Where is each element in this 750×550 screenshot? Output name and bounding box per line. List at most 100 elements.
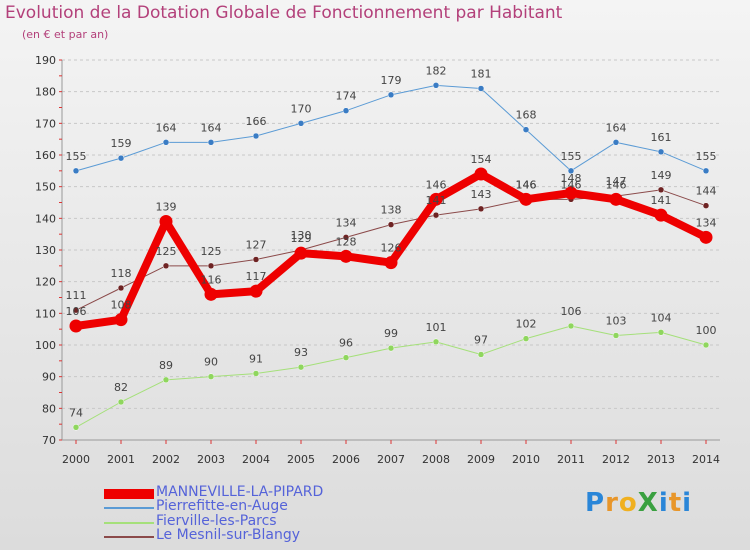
data-point-le-mesnil-sur-blangy <box>252 256 260 263</box>
data-point-fierville-les-parcs <box>72 424 80 431</box>
y-tick-label: 150 <box>35 181 56 194</box>
data-label-fierville-les-parcs: 103 <box>606 315 627 328</box>
data-label-fierville-les-parcs: 82 <box>114 381 128 394</box>
data-point-fierville-les-parcs <box>432 338 440 346</box>
data-point-le-mesnil-sur-blangy <box>477 205 485 213</box>
y-tick-label: 130 <box>35 244 56 257</box>
data-point-manneville-la-pipard <box>699 230 713 244</box>
y-tick-label: 100 <box>35 339 56 352</box>
data-label-manneville-la-pipard: 128 <box>336 235 357 248</box>
y-tick-label: 70 <box>42 434 56 447</box>
data-point-pierrefitte-en-auge <box>72 167 80 175</box>
data-point-le-mesnil-sur-blangy <box>702 202 710 209</box>
data-point-pierrefitte-en-auge <box>477 85 485 92</box>
x-tick-label: 2009 <box>467 453 495 466</box>
data-label-fierville-les-parcs: 102 <box>516 318 537 331</box>
data-label-le-mesnil-sur-blangy: 127 <box>246 239 267 252</box>
data-label-manneville-la-pipard: 126 <box>381 242 402 255</box>
data-point-pierrefitte-en-auge <box>432 82 440 89</box>
data-label-fierville-les-parcs: 91 <box>249 353 263 366</box>
data-label-fierville-les-parcs: 90 <box>204 356 218 369</box>
data-label-manneville-la-pipard: 141 <box>651 194 672 207</box>
data-label-le-mesnil-sur-blangy: 138 <box>381 204 402 217</box>
data-point-fierville-les-parcs <box>567 322 575 330</box>
y-tick-label: 190 <box>35 54 56 67</box>
data-label-fierville-les-parcs: 104 <box>651 311 672 324</box>
data-label-fierville-les-parcs: 74 <box>69 406 83 419</box>
x-tick-label: 2013 <box>647 453 675 466</box>
data-label-pierrefitte-en-auge: 155 <box>561 150 582 163</box>
data-point-fierville-les-parcs <box>522 335 530 342</box>
logo-letter: i <box>682 488 693 518</box>
data-point-pierrefitte-en-auge <box>612 139 620 146</box>
logo-letter: P <box>585 488 606 518</box>
data-label-manneville-la-pipard: 146 <box>426 178 447 191</box>
data-label-fierville-les-parcs: 106 <box>561 305 582 318</box>
data-label-pierrefitte-en-auge: 161 <box>651 131 672 144</box>
data-label-le-mesnil-sur-blangy: 130 <box>291 229 312 242</box>
proxiti-logo: ProXiti <box>585 488 692 518</box>
data-point-pierrefitte-en-auge <box>162 139 170 146</box>
data-point-fierville-les-parcs <box>387 344 395 352</box>
data-label-manneville-la-pipard: 134 <box>696 216 717 229</box>
data-point-fierville-les-parcs <box>657 329 665 336</box>
data-label-pierrefitte-en-auge: 170 <box>291 102 312 115</box>
data-label-fierville-les-parcs: 97 <box>474 334 488 347</box>
data-point-fierville-les-parcs <box>162 376 170 384</box>
data-label-manneville-la-pipard: 139 <box>156 201 177 214</box>
y-tick-label: 120 <box>35 276 56 289</box>
x-tick-label: 2008 <box>422 453 450 466</box>
data-point-manneville-la-pipard <box>654 208 668 222</box>
x-tick-label: 2005 <box>287 453 315 466</box>
data-label-manneville-la-pipard: 129 <box>291 232 312 245</box>
y-tick-label: 140 <box>35 212 56 225</box>
data-point-pierrefitte-en-auge <box>342 107 350 114</box>
data-label-le-mesnil-sur-blangy: 143 <box>471 188 492 201</box>
data-point-manneville-la-pipard <box>429 192 443 206</box>
data-label-le-mesnil-sur-blangy: 141 <box>426 194 447 207</box>
data-point-le-mesnil-sur-blangy <box>432 211 440 219</box>
data-label-le-mesnil-sur-blangy: 144 <box>696 185 717 198</box>
data-label-le-mesnil-sur-blangy: 146 <box>561 178 582 191</box>
y-tick-label: 110 <box>35 307 56 320</box>
data-point-manneville-la-pipard <box>159 215 173 228</box>
x-tick-label: 2010 <box>512 453 540 466</box>
data-point-fierville-les-parcs <box>477 351 485 358</box>
data-label-pierrefitte-en-auge: 159 <box>111 137 132 150</box>
data-point-pierrefitte-en-auge <box>207 139 215 146</box>
data-point-pierrefitte-en-auge <box>117 154 125 162</box>
data-label-le-mesnil-sur-blangy: 111 <box>66 289 87 302</box>
data-point-pierrefitte-en-auge <box>522 126 530 133</box>
data-label-fierville-les-parcs: 99 <box>384 327 398 340</box>
y-tick-label: 90 <box>42 371 56 384</box>
data-point-pierrefitte-en-auge <box>252 132 260 140</box>
data-point-manneville-la-pipard <box>69 319 83 333</box>
legend-swatch <box>104 522 154 524</box>
data-point-manneville-la-pipard <box>519 192 533 206</box>
x-tick-label: 2012 <box>602 453 630 466</box>
data-point-fierville-les-parcs <box>702 341 710 349</box>
legend-label: Pierrefitte-en-Auge <box>156 498 288 514</box>
data-point-pierrefitte-en-auge <box>567 167 575 175</box>
data-point-pierrefitte-en-auge <box>387 91 395 99</box>
logo-letter: X <box>637 488 659 518</box>
logo-letter: t <box>668 488 683 518</box>
x-tick-label: 2006 <box>332 453 360 466</box>
data-label-pierrefitte-en-auge: 164 <box>201 121 222 134</box>
data-label-manneville-la-pipard: 106 <box>66 305 87 318</box>
data-label-le-mesnil-sur-blangy: 134 <box>336 216 357 229</box>
x-tick-label: 2007 <box>377 453 405 466</box>
data-point-fierville-les-parcs <box>297 363 305 371</box>
data-label-pierrefitte-en-auge: 164 <box>606 121 627 134</box>
legend-swatch <box>104 489 154 499</box>
data-label-fierville-les-parcs: 89 <box>159 359 173 372</box>
data-label-le-mesnil-sur-blangy: 147 <box>606 175 627 188</box>
legend-swatch <box>104 536 154 538</box>
data-point-manneville-la-pipard <box>339 249 353 263</box>
legend-label: Le Mesnil-sur-Blangy <box>156 527 301 543</box>
data-point-le-mesnil-sur-blangy <box>117 284 125 292</box>
data-label-pierrefitte-en-auge: 182 <box>426 64 447 77</box>
data-label-manneville-la-pipard: 108 <box>111 299 132 312</box>
data-point-manneville-la-pipard <box>609 192 623 206</box>
